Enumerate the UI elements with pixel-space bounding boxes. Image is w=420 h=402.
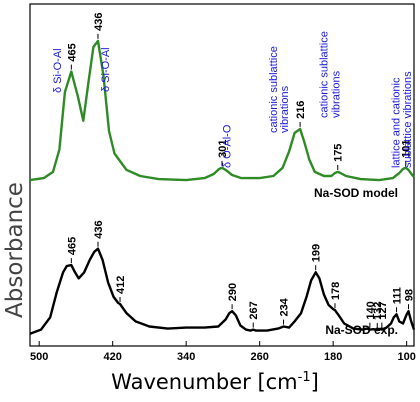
x-axis-label-main: Wavenumber [cm: [111, 370, 297, 394]
annotation-6: vibrations: [331, 70, 343, 118]
peak-label-exp-127: 127: [377, 301, 389, 319]
peak-label-exp-234: 234: [279, 297, 291, 316]
peak-label-exp-290: 290: [227, 283, 239, 301]
peak-label-model-101: 101: [401, 139, 413, 157]
x-axis-ticks: 500 420 340 260 180 100: [30, 341, 416, 363]
annotation-4: vibrations: [279, 85, 291, 133]
peak-label-model-301: 301: [217, 139, 229, 157]
peak-label-exp-199: 199: [311, 244, 323, 262]
annotation-3: cationic sublattice: [268, 46, 280, 133]
x-tick-label-100: 100: [397, 351, 415, 363]
series-label-exp: Na-SOD exp.: [325, 323, 398, 337]
annotation-8: sublattice vibrations: [402, 71, 414, 168]
peak-label-exp-178: 178: [330, 282, 342, 300]
y-axis-label: Absorbance: [2, 182, 28, 318]
x-axis-label: Wavenumber [cm-1]: [111, 370, 319, 394]
series-line-model: [29, 39, 415, 182]
x-tick-label-420: 420: [103, 351, 121, 363]
peak-label-model-465: 465: [66, 43, 78, 61]
series-layer: 465 436 301 216 175 101 465 436 412 290 267 234 199 1…: [29, 13, 416, 335]
annotation-layer: δ Si-O-Al δ Si-O-Al δ O-Al-O cationic subla…: [52, 31, 414, 168]
peak-label-exp-412: 412: [115, 276, 127, 294]
peak-label-exp-111: 111: [392, 287, 404, 304]
x-axis-label-superscript: -1: [298, 370, 311, 385]
annotation-0: δ Si-O-Al: [52, 48, 64, 93]
peak-label-model-216: 216: [295, 101, 307, 119]
annotation-7: lattice and cationic: [390, 77, 402, 168]
x-tick-label-180: 180: [324, 351, 342, 363]
x-tick-label-260: 260: [250, 351, 268, 363]
peak-label-exp-465: 465: [66, 237, 78, 255]
plot-frame: [29, 3, 415, 347]
series-label-model: Na-SOD model: [314, 186, 398, 200]
peak-label-exp-436: 436: [93, 220, 105, 238]
peak-label-model-436: 436: [93, 13, 105, 31]
peak-label-model-175: 175: [333, 144, 345, 162]
annotation-2: δ O-Al-O: [221, 124, 233, 168]
series-line-exp: [29, 247, 416, 335]
x-tick-label-500: 500: [30, 351, 48, 363]
peak-label-exp-98: 98: [403, 289, 415, 301]
peak-label-exp-140: 140: [365, 301, 377, 319]
peak-label-exp-267: 267: [248, 301, 260, 319]
x-tick-label-340: 340: [177, 351, 195, 363]
annotation-5: cationic sublattice: [319, 31, 331, 118]
peak-label-exp-132: 132: [372, 302, 384, 320]
annotation-1: δ Si-O-Al: [100, 47, 112, 92]
x-axis-label-end: ]: [311, 370, 319, 394]
